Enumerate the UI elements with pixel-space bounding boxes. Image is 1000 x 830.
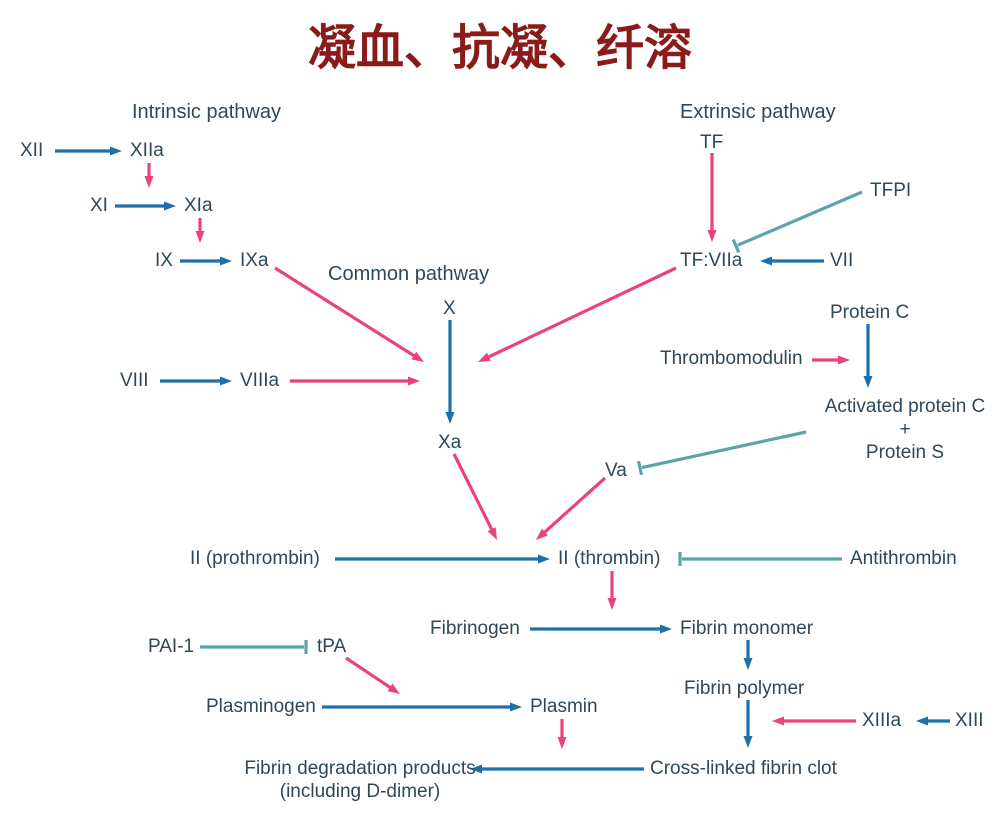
node-Xa: Xa (438, 432, 461, 455)
node-IIpro: II (prothrombin) (190, 548, 320, 571)
node-Antithrombin: Antithrombin (850, 548, 957, 571)
arrowhead-icon (744, 658, 753, 670)
edge (488, 268, 676, 357)
arrowhead-icon (772, 717, 784, 726)
node-XIa: XIa (184, 195, 213, 218)
node-X: X (443, 298, 456, 321)
node-XIII: XIII (955, 710, 984, 733)
node-TFVIIa: TF:VIIa (680, 250, 742, 273)
arrowhead-icon (478, 353, 491, 362)
node-TFPI: TFPI (870, 180, 911, 203)
node-IX: IX (155, 250, 173, 273)
node-FDP: Fibrin degradation products(including D-… (230, 758, 490, 804)
arrowhead-icon (220, 257, 232, 266)
arrowhead-icon (760, 257, 772, 266)
node-XIIIa: XIIIa (862, 710, 901, 733)
node-XI: XI (90, 195, 108, 218)
node-Crosslinked: Cross-linked fibrin clot (650, 758, 837, 781)
edge (346, 658, 391, 688)
arrowhead-icon (916, 717, 928, 726)
arrowhead-icon (408, 377, 420, 386)
node-Plasmin: Plasmin (530, 696, 598, 719)
node-FibrinPoly: Fibrin polymer (684, 678, 804, 701)
arrowhead-icon (220, 377, 232, 386)
node-tPA: tPA (317, 636, 346, 659)
diagram-canvas: 凝血、抗凝、纤溶 Intrinsic pathway Extrinsic path… (0, 0, 1000, 830)
arrowhead-icon (744, 736, 753, 748)
arrowhead-icon (660, 625, 672, 634)
arrowhead-icon (538, 555, 550, 564)
arrowhead-icon (708, 230, 717, 242)
arrowhead-icon (608, 598, 617, 610)
node-heading_common: Common pathway (328, 262, 489, 286)
node-IIthr: II (thrombin) (558, 548, 660, 571)
arrowhead-icon (488, 527, 497, 540)
arrowhead-icon (388, 684, 400, 694)
arrowhead-icon (838, 356, 850, 365)
node-VIII: VIII (120, 370, 149, 393)
inhibitor-bar-icon (639, 461, 642, 475)
node-Thrombomodulin: Thrombomodulin (660, 348, 803, 371)
edge (544, 478, 605, 533)
node-ProteinC: Protein C (830, 302, 909, 325)
arrowhead-icon (510, 703, 522, 712)
node-heading_extrinsic: Extrinsic pathway (680, 100, 836, 124)
edge (454, 454, 492, 530)
node-Va: Va (605, 460, 627, 483)
node-APC: Activated protein C+Protein S (810, 396, 1000, 464)
node-heading_intrinsic: Intrinsic pathway (132, 100, 281, 124)
node-Plasminogen: Plasminogen (206, 696, 316, 719)
node-FibrinMono: Fibrin monomer (680, 618, 813, 641)
page-title: 凝血、抗凝、纤溶 (0, 8, 1000, 78)
node-VIIIa: VIIIa (240, 370, 279, 393)
edge (642, 432, 806, 468)
edge (738, 192, 862, 245)
arrowhead-icon (558, 737, 567, 749)
arrowhead-icon (164, 202, 176, 211)
node-TF: TF (700, 132, 723, 155)
node-IXa: IXa (240, 250, 269, 273)
arrowhead-icon (110, 147, 122, 156)
node-PAI1: PAI-1 (148, 636, 194, 659)
arrowhead-icon (536, 529, 548, 540)
node-Fibrinogen: Fibrinogen (430, 618, 520, 641)
node-VII: VII (830, 250, 853, 273)
arrowhead-icon (446, 412, 455, 424)
arrowhead-icon (864, 376, 873, 388)
arrowhead-icon (145, 176, 154, 188)
node-XIIa: XIIa (130, 140, 164, 163)
node-XII: XII (20, 140, 43, 163)
arrowhead-icon (411, 352, 424, 362)
arrowhead-icon (196, 231, 205, 243)
